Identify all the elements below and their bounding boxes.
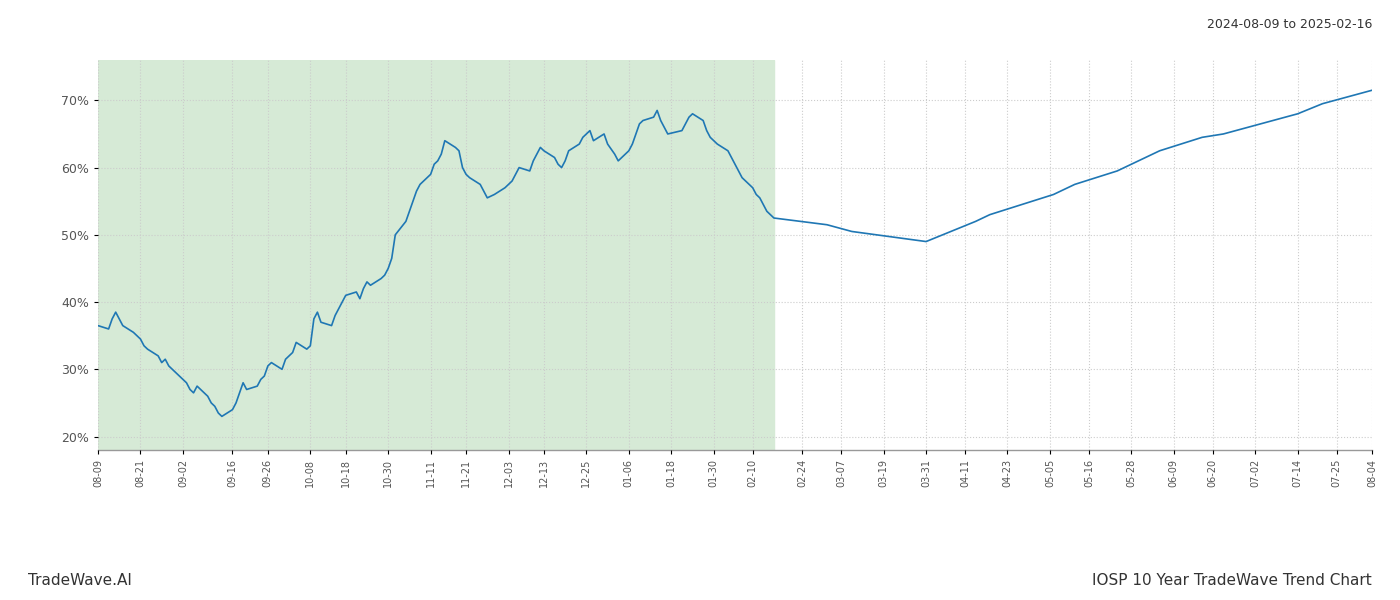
Text: 2024-08-09 to 2025-02-16: 2024-08-09 to 2025-02-16	[1207, 18, 1372, 31]
Text: TradeWave.AI: TradeWave.AI	[28, 573, 132, 588]
Text: IOSP 10 Year TradeWave Trend Chart: IOSP 10 Year TradeWave Trend Chart	[1092, 573, 1372, 588]
Bar	[98, 60, 774, 450]
